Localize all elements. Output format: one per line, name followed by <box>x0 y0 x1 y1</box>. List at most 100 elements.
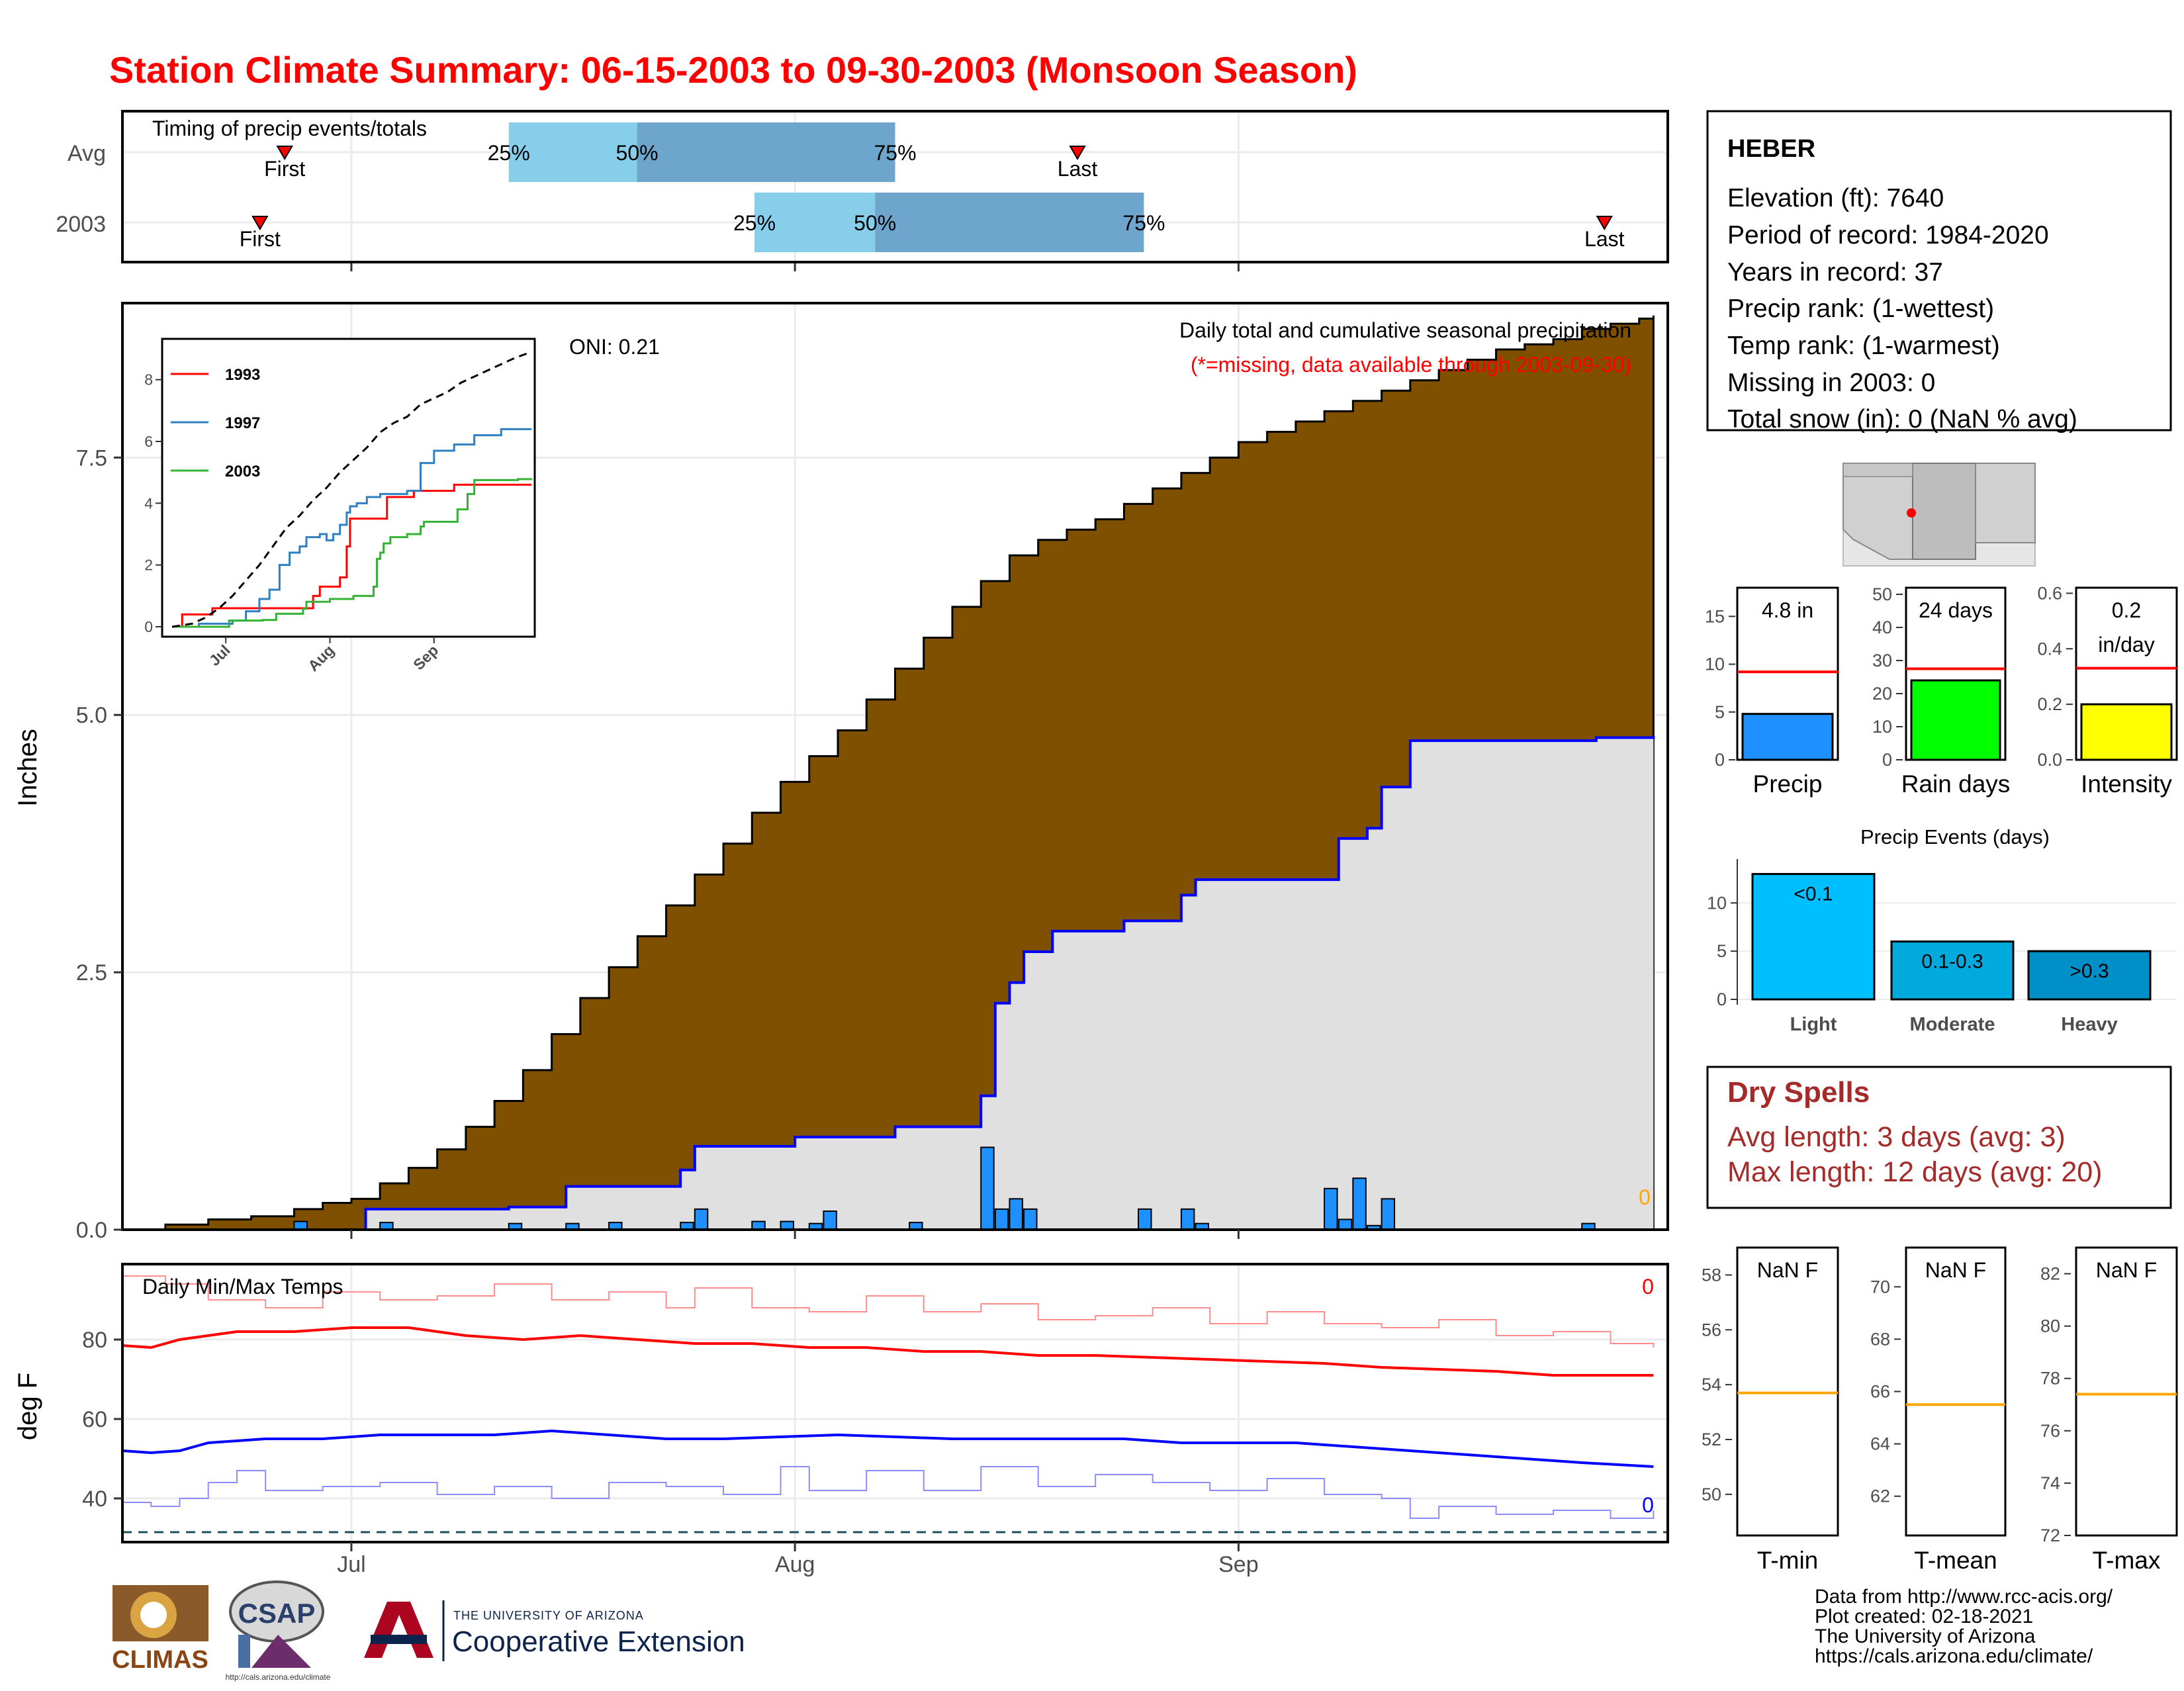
main-ytick-label: 5.0 <box>76 703 107 728</box>
timing-label-50: 50% <box>854 211 896 235</box>
small-panel-ytick-label: 15 <box>1705 606 1725 626</box>
temp-missing-max: 0 <box>1642 1275 1654 1299</box>
inset-series-1997 <box>172 428 531 628</box>
temp-summary-ytick-label: 68 <box>1870 1329 1890 1349</box>
daily-precip-bar <box>994 1208 1009 1231</box>
daily-precip-bar <box>1338 1218 1353 1231</box>
events-bar <box>1890 940 2015 1001</box>
small-panel-bar <box>1910 679 2001 761</box>
temp-ytick-label: 60 <box>82 1407 107 1432</box>
timing-row-label-2003: 2003 <box>56 212 106 237</box>
csap-logo: CSAP http://cals.arizona.edu/climate <box>226 1580 331 1682</box>
dry-spells-avg: Avg length: 3 days (avg: 3) <box>1727 1121 2066 1153</box>
small-panel-bar <box>2080 703 2173 761</box>
small-panel-value-label: 0.2 <box>2112 598 2141 622</box>
station-name: HEBER <box>1727 135 1815 163</box>
footer-logos: CLIMAS CSAP http://cals.arizona.edu/clim… <box>112 1580 745 1682</box>
temp-summary-ytick-label: 74 <box>2040 1473 2060 1493</box>
timing-label-50: 50% <box>616 141 659 165</box>
events-ytick-label: 0 <box>1717 989 1727 1009</box>
temp-summary-value-label: NaN F <box>1925 1258 1986 1282</box>
temp-ylabel: deg F <box>13 1373 42 1440</box>
temp-summary-xlabel: T-mean <box>1914 1547 1997 1574</box>
main-precip-panel: 0.0 2.5 5.0 7.5 Inches ONI: 0.21 Daily tota… <box>13 302 1669 1243</box>
main-ytick-label: 7.5 <box>76 445 107 471</box>
daily-precip-bar <box>1009 1198 1023 1231</box>
timing-last-label: Last <box>1058 157 1098 181</box>
oni-label: ONI: 0.21 <box>569 335 660 359</box>
small-panel-ytick-label: 0.4 <box>2037 639 2062 659</box>
inset-series-avg <box>171 351 532 628</box>
timing-row-label-avg: Avg <box>68 141 106 166</box>
temp-summary-panels: NaN F 50 52 54 56 58 T-min NaN F 62 64 66 68 70 T-mea… <box>1702 1246 2178 1574</box>
temp-summary-value-label: NaN F <box>2096 1258 2157 1282</box>
small-panel-ytick-label: 0.2 <box>2037 694 2062 714</box>
climas-logo-text: CLIMAS <box>112 1646 208 1674</box>
temp-summary-ytick-label: 56 <box>1702 1320 1721 1340</box>
small-panel-bar <box>1741 713 1834 761</box>
csap-logo-text: CSAP <box>238 1598 316 1629</box>
small-panel-ytick-label: 0 <box>1715 750 1725 770</box>
small-panel-value-label: 24 days <box>1919 598 1993 622</box>
station-missing: Missing in 2003: 0 <box>1727 369 1935 397</box>
ua-logo: THE UNIVERSITY OF ARIZONA Cooperative Ex… <box>364 1600 745 1661</box>
small-panel-ytick-label: 0 <box>1882 750 1892 770</box>
timing-label-25: 25% <box>733 211 776 235</box>
station-location-marker <box>1907 508 1916 518</box>
main-ytick-label: 2.5 <box>76 960 107 985</box>
temp-summary-ytick-label: 80 <box>2040 1316 2060 1336</box>
temp-summary-value-label: NaN F <box>1757 1258 1818 1282</box>
temp-summary-ytick-label: 70 <box>1870 1277 1890 1297</box>
events-bar-label: 0.1-0.3 <box>1921 951 1983 973</box>
dry-spells-title: Dry Spells <box>1727 1076 1870 1109</box>
temp-summary-ytick-label: 66 <box>1870 1382 1890 1402</box>
daily-precip-bar <box>1381 1198 1396 1231</box>
temp-ytick-label: 40 <box>82 1486 107 1512</box>
daily-precip-bar <box>1180 1208 1195 1231</box>
inset-series-1993 <box>172 483 531 628</box>
month-tick-label: Jul <box>337 1552 365 1577</box>
events-bar-label: >0.3 <box>2070 960 2109 982</box>
small-panel-value-label: 4.8 in <box>1762 598 1813 622</box>
ua-big-text: Cooperative Extension <box>452 1625 745 1658</box>
inset-ytick-label: 0 <box>144 618 153 635</box>
temp-summary-ytick-label: 50 <box>1702 1485 1721 1504</box>
temp-missing-min: 0 <box>1642 1493 1654 1517</box>
timing-label-75: 75% <box>1122 211 1165 235</box>
temp-summary-frame <box>1736 1246 1839 1537</box>
small-panel-ytick-label: 20 <box>1872 684 1892 704</box>
cumulative-precip-2003-area <box>294 735 1654 1230</box>
timing-bar-50-75 <box>637 122 895 182</box>
dry-spells-box: Dry Spells Avg length: 3 days (avg: 3) M… <box>1706 1066 2172 1209</box>
temp-summary-frame <box>1905 1246 2007 1537</box>
station-elevation: Elevation (ft): 7640 <box>1727 184 1944 212</box>
inset-legend-label: 1997 <box>225 414 260 432</box>
page-title: Station Climate Summary: 06-15-2003 to 0… <box>109 49 1357 91</box>
small-panel-ytick-label: 0.0 <box>2037 750 2062 770</box>
station-years: Years in record: 37 <box>1727 258 1943 287</box>
rain-days-xlabel: Rain days <box>1901 770 2011 798</box>
precip-total-panel: 0 5 10 15 4.8 in <box>1705 586 1839 770</box>
precip-events-panel: Precip Events (days) 0 5 10 <0.1 Light 0.1-0.… <box>1707 825 2177 1035</box>
small-panel-value-label: in/day <box>2098 633 2154 657</box>
temp-summary-xlabel: T-max <box>2093 1547 2161 1574</box>
small-panel-ytick-label: 30 <box>1872 651 1892 670</box>
temp-series-tmax_2003 <box>122 1275 1655 1348</box>
inset-xtick-label: Jul <box>206 641 234 669</box>
first-event-marker <box>251 216 269 230</box>
temp-title: Daily Min/Max Temps <box>142 1275 343 1299</box>
footer-credits: Data from http://www.rcc-acis.org/ Plot … <box>1815 1586 2113 1667</box>
events-bar <box>2027 950 2152 1001</box>
timing-panel: Timing of precip events/totals 25% 50% 75%… <box>56 110 1669 271</box>
small-panel-ytick-label: 5 <box>1715 702 1725 722</box>
temp-ytick-label: 80 <box>82 1328 107 1353</box>
credit-url: https://cals.arizona.edu/climate/ <box>1815 1645 2093 1667</box>
month-tick-label: Aug <box>775 1552 815 1577</box>
intensity-panel: 0.0 0.2 0.4 0.6 0.2 in/day <box>2037 583 2178 770</box>
daily-precip-bar <box>980 1146 995 1230</box>
temp-panel: Daily Min/Max Temps 0 0 40 60 80 deg F Jul… <box>13 1263 1669 1577</box>
temp-summary-ytick-label: 82 <box>2040 1264 2060 1284</box>
main-ylabel: Inches <box>13 729 42 807</box>
temp-summary-ytick-label: 76 <box>2040 1421 2060 1441</box>
inset-series-2003 <box>172 478 533 628</box>
